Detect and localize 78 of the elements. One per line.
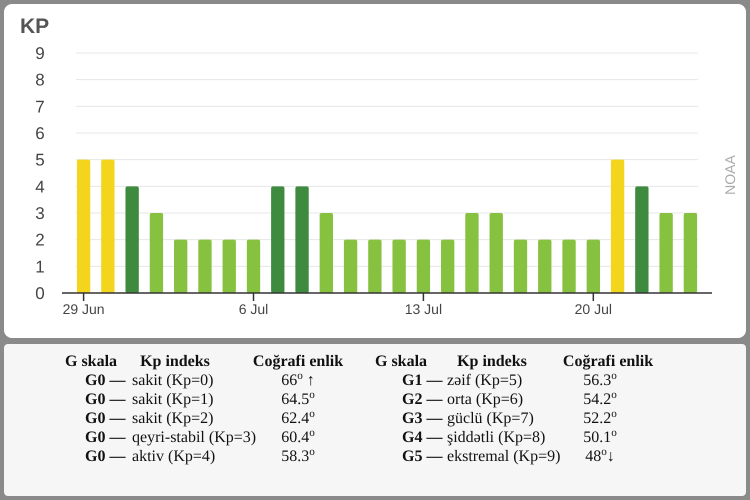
y-tick-label: 5 <box>35 150 45 170</box>
bar <box>562 240 576 293</box>
x-tick-label: 20 Jul <box>574 301 612 317</box>
bar <box>416 240 430 293</box>
x-tick-label: 13 Jul <box>404 301 442 317</box>
text: G2 — <box>402 391 444 408</box>
bar <box>684 213 698 293</box>
text: 56.3$^{o}$ <box>583 370 618 389</box>
bar <box>392 240 406 293</box>
bar <box>198 240 212 293</box>
y-tick-label: 0 <box>35 284 45 303</box>
text: G0 — <box>85 391 126 408</box>
text: qeyri-stabil (Kp=3) <box>132 429 256 446</box>
bar <box>538 240 552 293</box>
bar <box>465 213 479 293</box>
y-tick-label: 3 <box>35 204 45 223</box>
bar <box>441 240 454 293</box>
y-tick-label: 7 <box>35 97 45 116</box>
text: sakit (Kp=1) <box>132 391 214 408</box>
text: 60.4$^{o}$ <box>281 427 316 446</box>
bar <box>344 240 358 293</box>
text: 50.1$^{o}$ <box>583 427 618 446</box>
text: 48$^{o}$↓ <box>585 446 615 465</box>
bar <box>659 213 673 293</box>
x-tick-label: 29 Jun <box>62 301 105 317</box>
text: G0 — <box>85 372 126 389</box>
text: zəif (Kp=5) <box>447 372 522 389</box>
y-tick-label: 1 <box>35 257 45 276</box>
bar <box>368 240 382 293</box>
text: 52.2$^{o}$ <box>583 408 618 427</box>
text: aktiv (Kp=4) <box>132 448 216 465</box>
text: G4 — <box>402 429 444 446</box>
text: şiddətli (Kp=8) <box>447 429 546 446</box>
text: G0 — <box>85 429 126 446</box>
bar <box>586 240 600 293</box>
text: 64.5$^{o}$ <box>281 389 316 408</box>
bar <box>295 186 309 293</box>
text: Kp indeks <box>140 353 210 370</box>
bar <box>222 240 236 293</box>
text: güclü (Kp=7) <box>447 410 534 427</box>
y-tick-label: 6 <box>35 124 45 143</box>
text: sakit (Kp=0) <box>132 372 214 389</box>
text: orta (Kp=6) <box>447 391 524 408</box>
bar <box>490 213 503 293</box>
text: ekstremal (Kp=9) <box>447 448 560 465</box>
text: 66$^{o}$ ↑ <box>281 370 315 389</box>
text: 58.3$^{o}$ <box>281 446 316 465</box>
x-tick-label: 6 Jul <box>238 301 268 317</box>
text: G skala <box>375 353 428 370</box>
y-tick-label: 4 <box>35 177 45 196</box>
bar <box>150 213 164 293</box>
bar <box>246 240 260 293</box>
text: G skala <box>65 353 118 370</box>
bar <box>174 240 188 293</box>
text: Coğrafi enlik <box>562 353 654 370</box>
text: Kp indeks <box>457 353 527 370</box>
bar <box>320 213 333 293</box>
bar <box>101 160 115 293</box>
y-axis-title: KP <box>20 15 50 38</box>
text: G1 — <box>402 372 444 389</box>
text: Coğrafi enlik <box>252 353 344 370</box>
text: NOAA <box>722 154 738 195</box>
y-tick-label: 8 <box>35 70 45 90</box>
bar <box>125 186 139 293</box>
text: G0 — <box>85 410 126 427</box>
bar <box>514 240 528 293</box>
text: G3 — <box>402 410 444 427</box>
text: 54.2$^{o}$ <box>583 389 618 408</box>
bar <box>271 186 284 293</box>
text: sakit (Kp=2) <box>132 410 214 427</box>
bar <box>76 160 90 293</box>
bar <box>635 186 649 293</box>
text: G0 — <box>85 448 126 465</box>
bar <box>610 160 624 293</box>
y-tick-label: 9 <box>35 44 45 63</box>
y-tick-label: 2 <box>35 230 45 250</box>
text: G5 — <box>402 448 444 465</box>
text: 62.4$^{o}$ <box>281 408 316 427</box>
